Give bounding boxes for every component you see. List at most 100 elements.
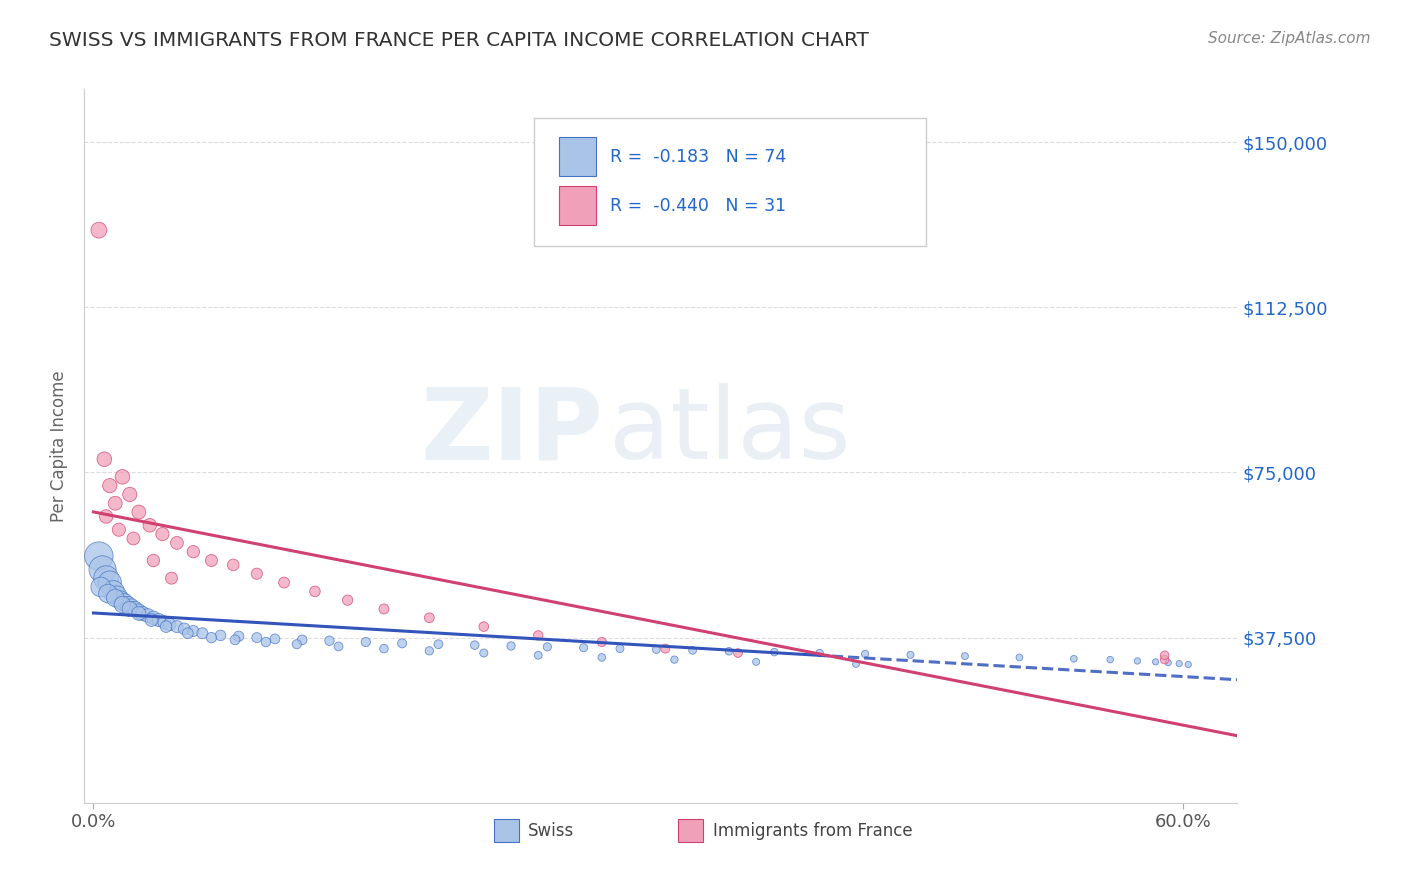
Point bbox=[591, 635, 613, 649]
Point bbox=[427, 637, 450, 651]
Point bbox=[418, 644, 440, 658]
Point bbox=[591, 650, 613, 665]
Point bbox=[153, 615, 176, 630]
Point bbox=[98, 478, 121, 492]
Point bbox=[93, 452, 115, 467]
Point bbox=[104, 591, 127, 605]
Point bbox=[1157, 656, 1180, 670]
Point bbox=[131, 607, 153, 621]
Point bbox=[108, 523, 131, 537]
Point bbox=[953, 649, 976, 664]
Point bbox=[664, 653, 686, 667]
Point bbox=[1153, 653, 1175, 667]
Point bbox=[472, 619, 495, 633]
Point bbox=[222, 558, 245, 572]
Text: SWISS VS IMMIGRANTS FROM FRANCE PER CAPITA INCOME CORRELATION CHART: SWISS VS IMMIGRANTS FROM FRANCE PER CAPI… bbox=[49, 31, 869, 50]
Point bbox=[105, 589, 128, 603]
Point bbox=[291, 632, 314, 647]
Point bbox=[246, 566, 269, 581]
Bar bbox=[560, 186, 596, 226]
Point bbox=[136, 608, 159, 623]
Bar bbox=[494, 819, 519, 842]
Point bbox=[90, 580, 112, 594]
Point bbox=[122, 532, 145, 546]
Point bbox=[1168, 657, 1191, 671]
Point bbox=[97, 586, 120, 600]
Point bbox=[763, 645, 786, 659]
Point bbox=[103, 584, 125, 599]
Point bbox=[110, 593, 132, 607]
Point bbox=[173, 622, 195, 636]
Point bbox=[111, 598, 134, 612]
Point bbox=[264, 632, 287, 646]
Point bbox=[191, 626, 214, 640]
Text: Source: ZipAtlas.com: Source: ZipAtlas.com bbox=[1208, 31, 1371, 46]
Text: atlas: atlas bbox=[609, 384, 851, 480]
Point bbox=[181, 545, 204, 559]
Point bbox=[128, 604, 150, 618]
Point bbox=[104, 496, 127, 510]
Point bbox=[87, 549, 110, 563]
Point bbox=[682, 643, 704, 657]
Text: Swiss: Swiss bbox=[529, 822, 575, 839]
Point bbox=[128, 505, 150, 519]
Point bbox=[159, 617, 181, 632]
Point bbox=[181, 624, 204, 638]
Point bbox=[727, 646, 749, 660]
Point bbox=[246, 631, 269, 645]
Point bbox=[572, 640, 595, 655]
Point bbox=[91, 562, 114, 576]
Point bbox=[142, 611, 165, 625]
Point bbox=[273, 575, 295, 590]
Point bbox=[536, 640, 558, 654]
Point bbox=[354, 635, 377, 649]
Text: Immigrants from France: Immigrants from France bbox=[713, 822, 912, 839]
Text: R =  -0.183   N = 74: R = -0.183 N = 74 bbox=[610, 148, 786, 166]
Point bbox=[654, 641, 676, 656]
Point bbox=[745, 655, 768, 669]
Point bbox=[200, 631, 222, 645]
Point bbox=[845, 657, 868, 671]
FancyBboxPatch shape bbox=[534, 118, 927, 246]
Point bbox=[117, 598, 139, 612]
Point bbox=[1177, 657, 1199, 672]
Point bbox=[499, 639, 522, 653]
Point bbox=[121, 599, 143, 614]
Point bbox=[1099, 653, 1122, 667]
Point bbox=[111, 470, 134, 484]
Point bbox=[112, 595, 135, 609]
Point bbox=[118, 602, 141, 616]
Point bbox=[336, 593, 359, 607]
Point bbox=[254, 635, 277, 649]
Point bbox=[94, 571, 117, 585]
Point bbox=[148, 613, 170, 627]
Point bbox=[464, 638, 486, 652]
Point bbox=[285, 637, 308, 651]
Point bbox=[138, 518, 160, 533]
Point bbox=[1126, 654, 1149, 668]
Point bbox=[328, 640, 350, 654]
Text: ZIP: ZIP bbox=[420, 384, 603, 480]
Point bbox=[318, 633, 340, 648]
Point bbox=[472, 646, 495, 660]
Point bbox=[160, 571, 183, 585]
Point bbox=[373, 641, 395, 656]
Point bbox=[609, 641, 631, 656]
Point bbox=[808, 646, 831, 660]
Point bbox=[527, 648, 550, 663]
Point bbox=[418, 611, 440, 625]
Point bbox=[1153, 648, 1175, 663]
Point bbox=[118, 487, 141, 501]
Point bbox=[177, 626, 200, 640]
Point bbox=[1008, 650, 1031, 665]
Point bbox=[1063, 652, 1085, 666]
Point bbox=[853, 647, 876, 661]
Bar bbox=[678, 819, 703, 842]
Point bbox=[527, 628, 550, 642]
Bar bbox=[560, 137, 596, 177]
Point bbox=[141, 613, 163, 627]
Point bbox=[304, 584, 326, 599]
Point bbox=[717, 644, 740, 658]
Point bbox=[900, 648, 922, 662]
Point bbox=[228, 629, 250, 643]
